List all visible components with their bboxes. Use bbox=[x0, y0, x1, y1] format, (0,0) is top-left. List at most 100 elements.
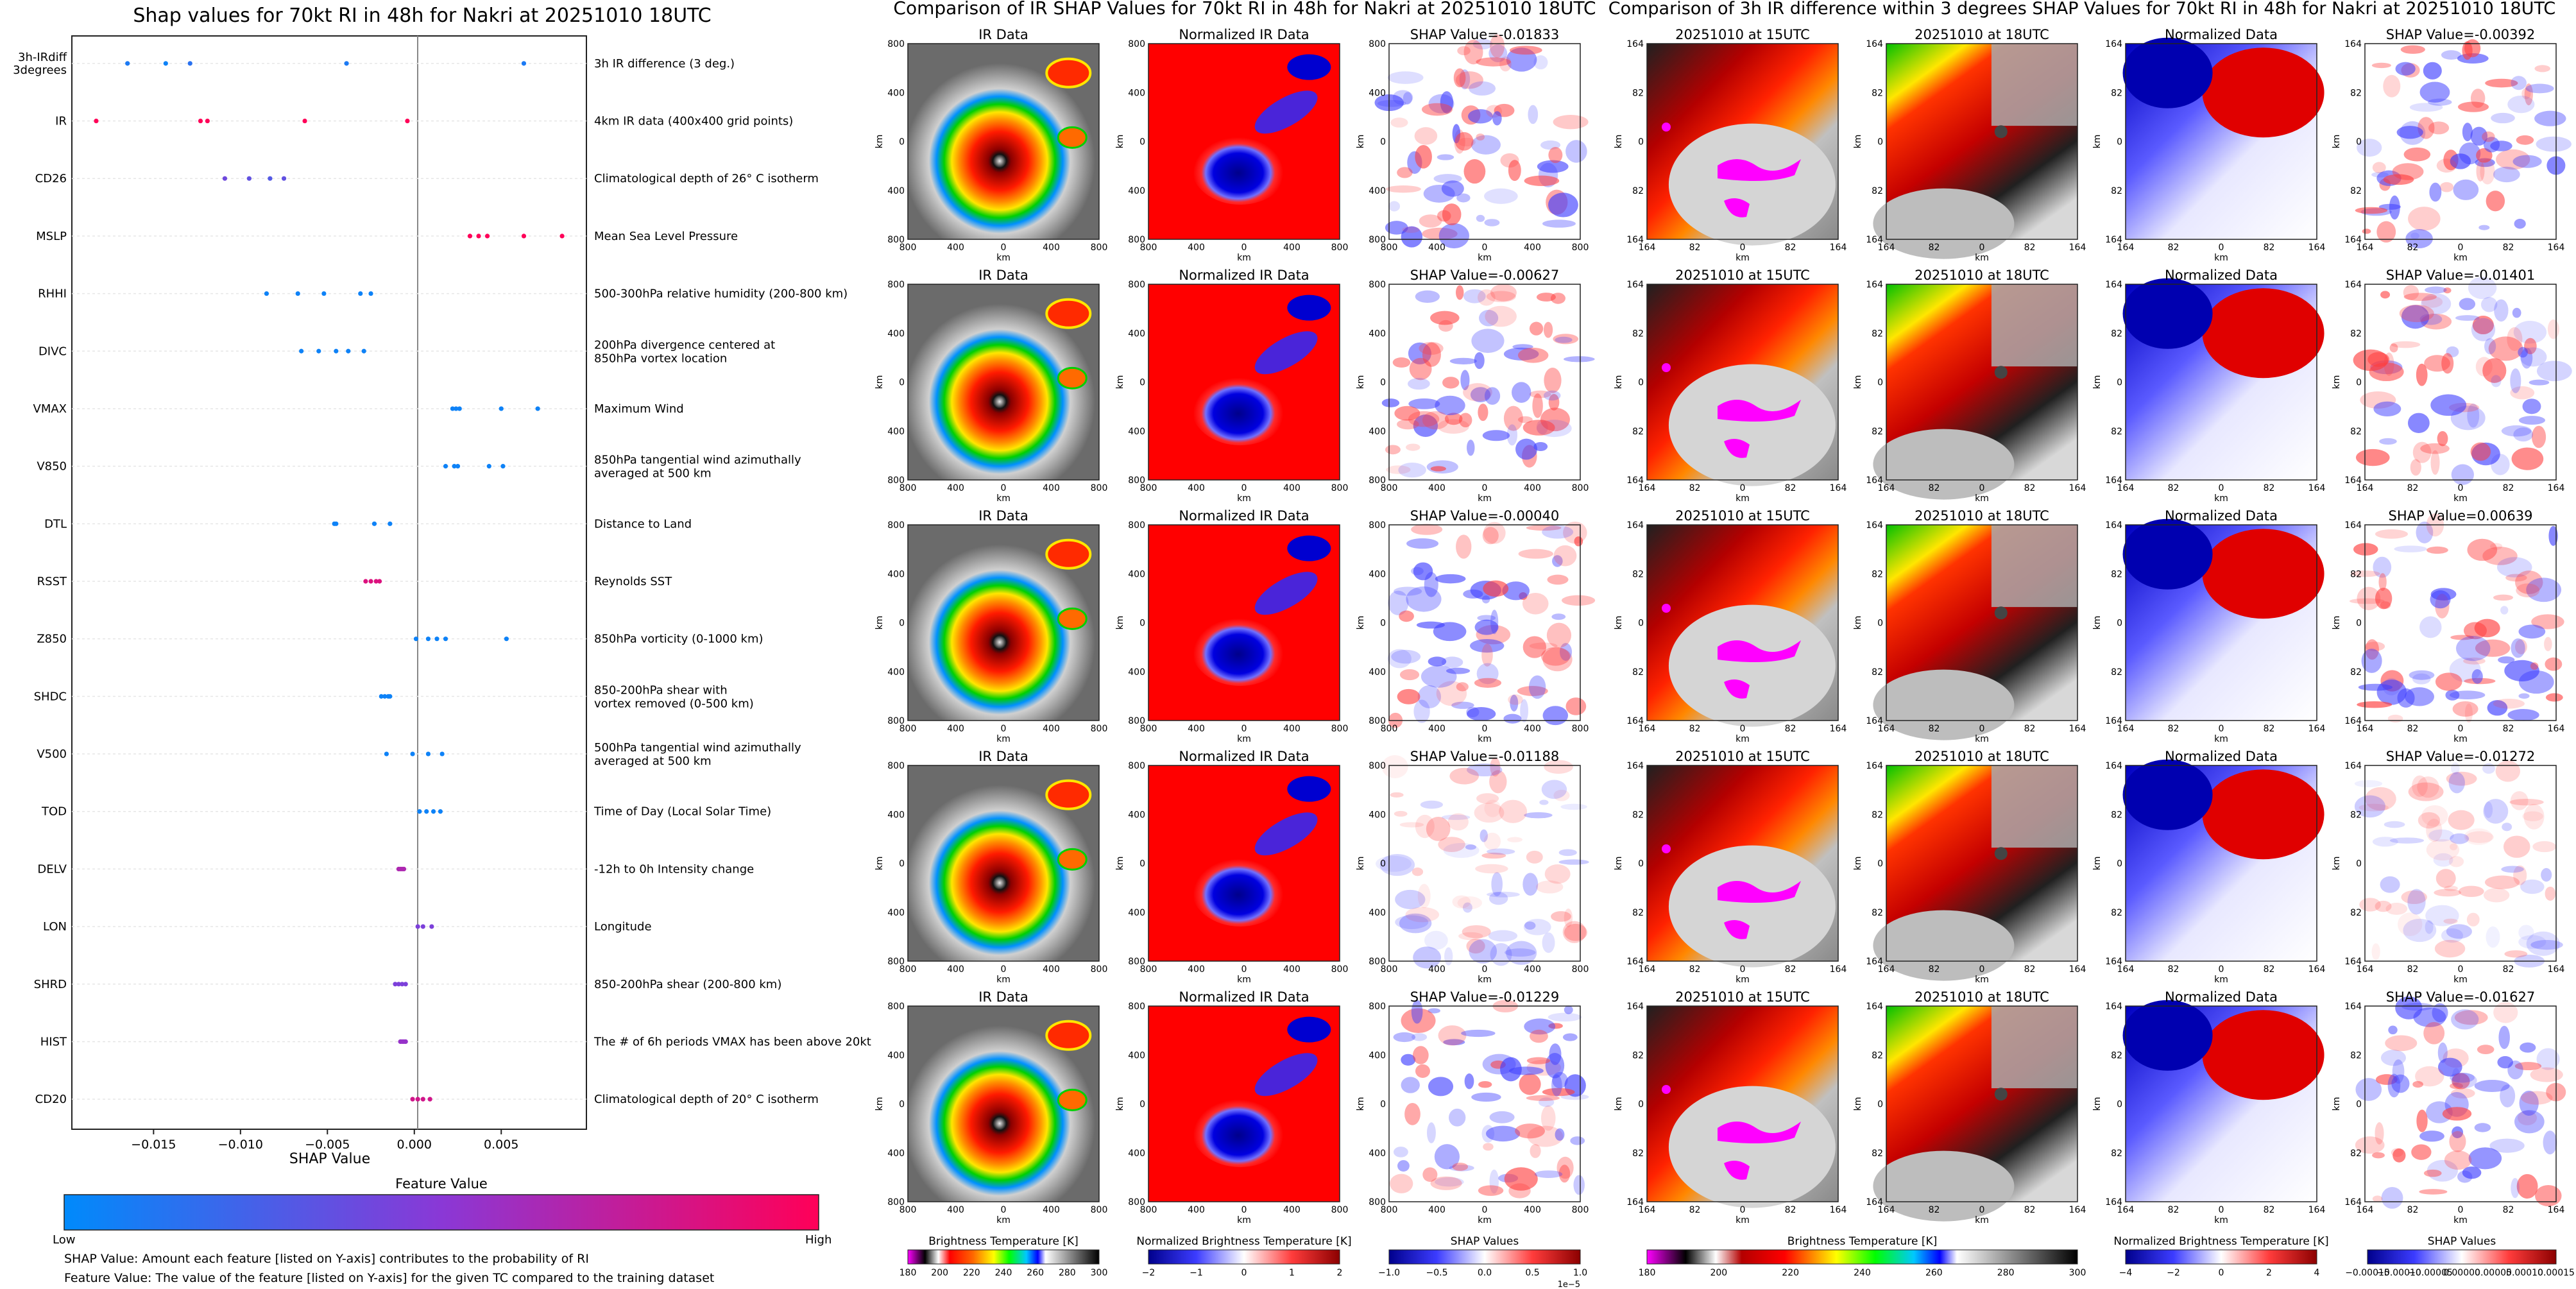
shap-blob bbox=[1563, 1034, 1578, 1041]
shap-blob bbox=[1399, 611, 1414, 622]
shap-blob bbox=[2388, 1026, 2397, 1035]
shap-blob bbox=[1420, 801, 1443, 809]
shap-blob bbox=[2444, 885, 2458, 891]
shap-blob bbox=[2444, 1150, 2471, 1170]
x-tick-label: 800 bbox=[1091, 724, 1108, 734]
shap-blob bbox=[2389, 196, 2400, 219]
shap-blob bbox=[1507, 837, 1523, 842]
y-axis-unit: km bbox=[874, 375, 885, 389]
x-tick-label: 164 bbox=[1639, 1205, 1656, 1215]
y-tick-label: 400 bbox=[1369, 569, 1386, 579]
y-tick-label: 164 bbox=[2344, 761, 2362, 771]
shap-blob bbox=[2536, 137, 2572, 152]
shap-blob bbox=[1551, 613, 1565, 620]
y-tick-label: 0 bbox=[1380, 378, 1386, 388]
shap-blob bbox=[2424, 355, 2450, 371]
y-axis-unit: km bbox=[1115, 1097, 1125, 1111]
ir-image-grid: IR Data8004000400800800 400 0 400 800kmkmNor… bbox=[874, 27, 1595, 1225]
shap-blob bbox=[1386, 185, 1421, 192]
shap-point bbox=[500, 464, 505, 468]
y-tick-label: 0 bbox=[2117, 1100, 2122, 1110]
shap-blob bbox=[2464, 828, 2493, 845]
colorbar-tick-label: 2 bbox=[1337, 1268, 1343, 1278]
footnote-shap: SHAP Value: Amount each feature [listed … bbox=[64, 1252, 589, 1266]
shap-blob bbox=[1482, 1125, 1495, 1142]
shap-blob bbox=[2379, 438, 2397, 445]
y-tick-label: 800 bbox=[1369, 39, 1386, 49]
y-tick-label: 164 bbox=[2105, 761, 2122, 771]
x-tick-label: 0.000 bbox=[397, 1138, 432, 1152]
y-axis-unit: km bbox=[2092, 375, 2103, 389]
shap-blob bbox=[1499, 800, 1527, 823]
shap-blob bbox=[1508, 694, 1523, 704]
shap-point bbox=[223, 176, 227, 181]
shap-point bbox=[368, 579, 373, 583]
shap-blob bbox=[1558, 859, 1589, 864]
ir-18utc-clear bbox=[1992, 1006, 2077, 1088]
shap-blob bbox=[1524, 176, 1560, 186]
y-tick-label: 0 bbox=[2117, 378, 2122, 388]
shap-blob bbox=[2490, 543, 2502, 549]
normalized-diff-cold bbox=[2123, 1000, 2213, 1071]
x-tick-label: 164 bbox=[2548, 724, 2565, 734]
shap-blob bbox=[1565, 697, 1586, 715]
shap-blob bbox=[1454, 68, 1466, 87]
ir-15utc-image bbox=[1647, 284, 1838, 486]
x-tick-label: 800 bbox=[1140, 964, 1157, 975]
y-tick-label: 0 bbox=[2356, 378, 2362, 388]
shap-blob bbox=[2437, 431, 2448, 447]
x-tick-label: −0.010 bbox=[218, 1138, 263, 1152]
y-tick-label: 800 bbox=[887, 1002, 905, 1012]
y-tick-label: 0 bbox=[1380, 619, 1386, 629]
y-tick-label: 164 bbox=[2344, 520, 2362, 531]
x-tick-label: 82 bbox=[1689, 724, 1701, 734]
y-tick-label: 400 bbox=[1369, 667, 1386, 678]
y-tick-label: 82 bbox=[2111, 427, 2122, 437]
shap-point bbox=[440, 751, 445, 756]
shap-blob bbox=[1505, 948, 1535, 957]
ir-18utc-eye bbox=[1995, 1088, 2008, 1100]
x-tick-label: 164 bbox=[1830, 724, 1847, 734]
feature-code-label: 3h-IRdiff 3degrees bbox=[13, 51, 67, 77]
y-tick-label: 0 bbox=[2117, 137, 2122, 148]
shap-blob bbox=[2391, 1148, 2403, 1157]
shap-blob bbox=[2530, 1068, 2563, 1082]
x-tick-label: 800 bbox=[1331, 964, 1349, 975]
y-tick-label: 164 bbox=[1626, 280, 1644, 290]
colorbar-tick-label: −2 bbox=[2167, 1268, 2180, 1278]
shap-blob bbox=[1559, 849, 1577, 856]
shap-point bbox=[499, 406, 504, 411]
left-title: Shap values for 70kt RI in 48h for Nakri… bbox=[133, 4, 711, 27]
x-tick-label: 0 bbox=[1241, 483, 1247, 493]
feature-code-label: VMAX bbox=[33, 402, 67, 416]
x-axis-unit: km bbox=[1736, 734, 1750, 744]
shap-blob bbox=[2449, 1131, 2466, 1152]
x-axis-unit: km bbox=[1975, 493, 1989, 504]
shap-blob bbox=[1539, 800, 1548, 805]
subplot-title: 20251010 at 15UTC bbox=[1675, 268, 1810, 283]
y-tick-label: 164 bbox=[1866, 39, 1883, 49]
y-axis-unit: km bbox=[1356, 857, 1366, 871]
subplot-title: Normalized IR Data bbox=[1179, 27, 1309, 42]
shap-blob bbox=[1462, 925, 1491, 938]
shap-blob bbox=[2443, 1107, 2472, 1120]
subplot-title: SHAP Value=-0.01627 bbox=[2386, 989, 2536, 1005]
shap-blob bbox=[1474, 678, 1501, 688]
shap-blob bbox=[2382, 1187, 2403, 1209]
x-tick-label: 164 bbox=[1878, 724, 1895, 734]
shap-blob bbox=[2428, 99, 2452, 106]
x-tick-label: 82 bbox=[1929, 724, 1940, 734]
subplot-title: Normalized Data bbox=[2165, 989, 2278, 1005]
shap-blob bbox=[2416, 364, 2428, 386]
ir-15utc-cold-top bbox=[1662, 604, 1671, 613]
shap-blob bbox=[2372, 63, 2391, 68]
feature-code-label: IR bbox=[55, 115, 67, 128]
colorbar-tick-label: −1 bbox=[1190, 1268, 1203, 1278]
x-tick-label: 82 bbox=[2024, 243, 2036, 253]
y-tick-label: 400 bbox=[1369, 1050, 1386, 1061]
ir-18utc-clear bbox=[1992, 284, 2077, 366]
shap-blob bbox=[1485, 306, 1517, 327]
y-tick-label: 400 bbox=[887, 186, 905, 196]
colorbar-label: Normalized Brightness Temperature [K] bbox=[1136, 1235, 1351, 1248]
x-tick-label: 400 bbox=[947, 1205, 964, 1215]
